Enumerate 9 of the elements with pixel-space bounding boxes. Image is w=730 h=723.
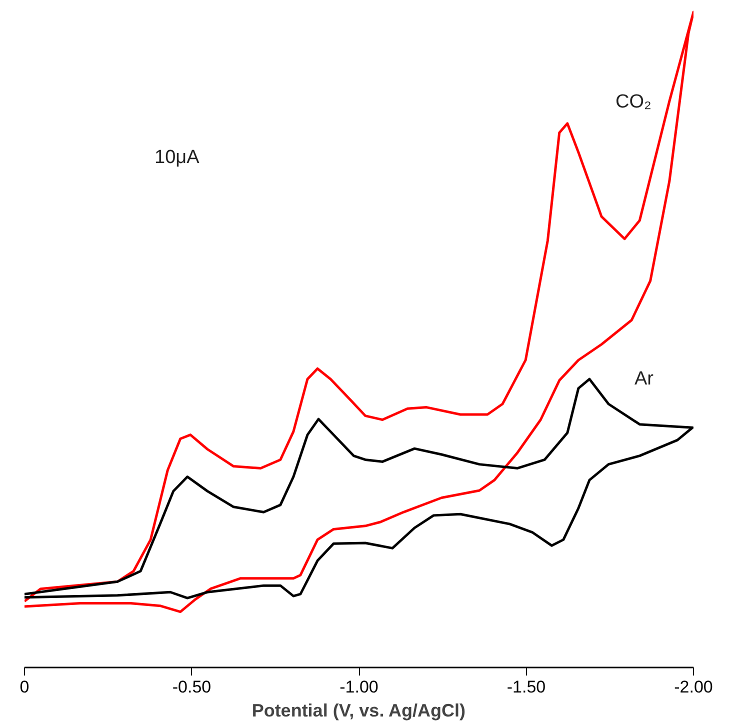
x-tick-label: -0.50 [172, 678, 212, 696]
series-label: Ar [634, 368, 654, 390]
x-axis-title: Potential (V, vs. Ag/AgCl) [252, 700, 466, 720]
x-tick-label: -1.00 [340, 678, 378, 696]
x-tick-label: -2.00 [674, 678, 713, 696]
x-tick-label: 0 [20, 678, 30, 696]
annotation: 10μA [154, 147, 200, 168]
x-tick-label: -1.50 [506, 678, 546, 696]
series-label: CO₂ [616, 92, 652, 113]
